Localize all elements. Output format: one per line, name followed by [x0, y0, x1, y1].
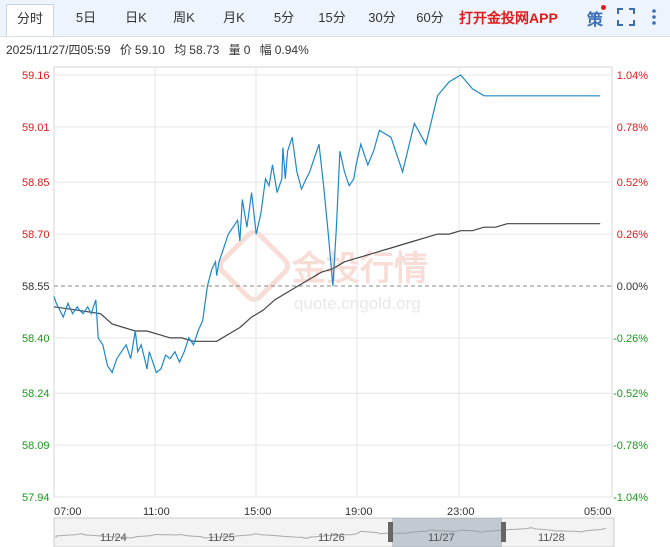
tab-daily-k[interactable]: 日K — [125, 10, 147, 25]
x-tick-label: 07:00 — [54, 506, 82, 518]
pct-tick-label: 0.52% — [617, 177, 648, 189]
chart-grid — [53, 66, 613, 498]
avg-value: 58.73 — [189, 43, 220, 57]
x-axis-labels: 07:00 11:00 15:00 19:00 23:00 05:00 — [54, 506, 612, 518]
tab-5day[interactable]: 5日 — [75, 10, 97, 25]
pct-tick-label: -0.78% — [613, 440, 648, 452]
y-tick-label: 58.24 — [22, 388, 50, 400]
pct-tick-label: 0.78% — [617, 122, 648, 134]
pct-tick-label: -0.26% — [613, 333, 648, 345]
pct-tick-label: -0.52% — [613, 388, 648, 400]
open-app-link[interactable]: 打开金投网APP — [459, 10, 558, 26]
pct-tick-label: -1.04% — [613, 492, 648, 504]
x-tick-label: 11:00 — [143, 506, 170, 518]
y-tick-label: 58.70 — [22, 229, 50, 241]
y-tick-label: 58.09 — [22, 440, 50, 452]
period-tab-bar: 分时 5日 日K 周K 月K 5分 15分 30分 60分 打开金投网APP 策 — [0, 0, 670, 37]
y-tick-label: 59.16 — [22, 70, 50, 82]
price-line — [53, 74, 601, 374]
quote-datetime: 2025/11/27/四05:59 — [6, 43, 111, 57]
y-tick-label: 59.01 — [22, 122, 50, 134]
price-label: 价 — [119, 43, 132, 57]
y-tick-label: 58.55 — [22, 281, 50, 293]
pct-tick-label: 0.26% — [617, 229, 648, 241]
axis-labels: 59.16 1.04% 59.01 0.78% 58.85 0.52% 58.70 0.26%… — [22, 70, 648, 504]
x-tick-label: 05:00 — [584, 506, 612, 518]
avg-label: 均 — [174, 43, 187, 57]
tab-monthly-k[interactable]: 月K — [223, 10, 245, 25]
pct-tick-label: 1.04% — [617, 70, 648, 82]
watermark-logo — [218, 230, 290, 302]
y-tick-label: 58.85 — [22, 177, 50, 189]
y-tick-label: 57.94 — [22, 492, 50, 504]
amplitude-label: 幅 — [259, 43, 272, 57]
notification-dot — [601, 5, 606, 10]
average-price-line — [53, 223, 601, 342]
more-menu-icon[interactable] — [646, 8, 662, 26]
fullscreen-icon[interactable] — [617, 8, 635, 26]
pct-tick-label: 0.00% — [617, 281, 648, 293]
tab-15min[interactable]: 15分 — [318, 10, 346, 25]
volume-label: 量 — [228, 43, 241, 57]
volume-value: 0 — [243, 43, 251, 57]
x-tick-label: 23:00 — [447, 506, 475, 518]
y-tick-label: 58.40 — [22, 333, 50, 345]
tab-intraday[interactable]: 分时 — [6, 4, 54, 36]
x-tick-label: 15:00 — [244, 506, 272, 518]
watermark: 金投行情 quote.cngold.org — [218, 230, 428, 313]
tab-weekly-k[interactable]: 周K — [173, 10, 195, 25]
tab-5min[interactable]: 5分 — [273, 10, 295, 25]
strategy-button[interactable]: 策 — [587, 12, 604, 29]
tab-60min[interactable]: 60分 — [416, 10, 444, 25]
amplitude-value: 0.94% — [274, 43, 309, 57]
tab-30min[interactable]: 30分 — [368, 10, 396, 25]
watermark-title: 金投行情 — [291, 249, 428, 288]
price-value: 59.10 — [134, 43, 165, 57]
x-tick-label: 19:00 — [345, 506, 373, 518]
